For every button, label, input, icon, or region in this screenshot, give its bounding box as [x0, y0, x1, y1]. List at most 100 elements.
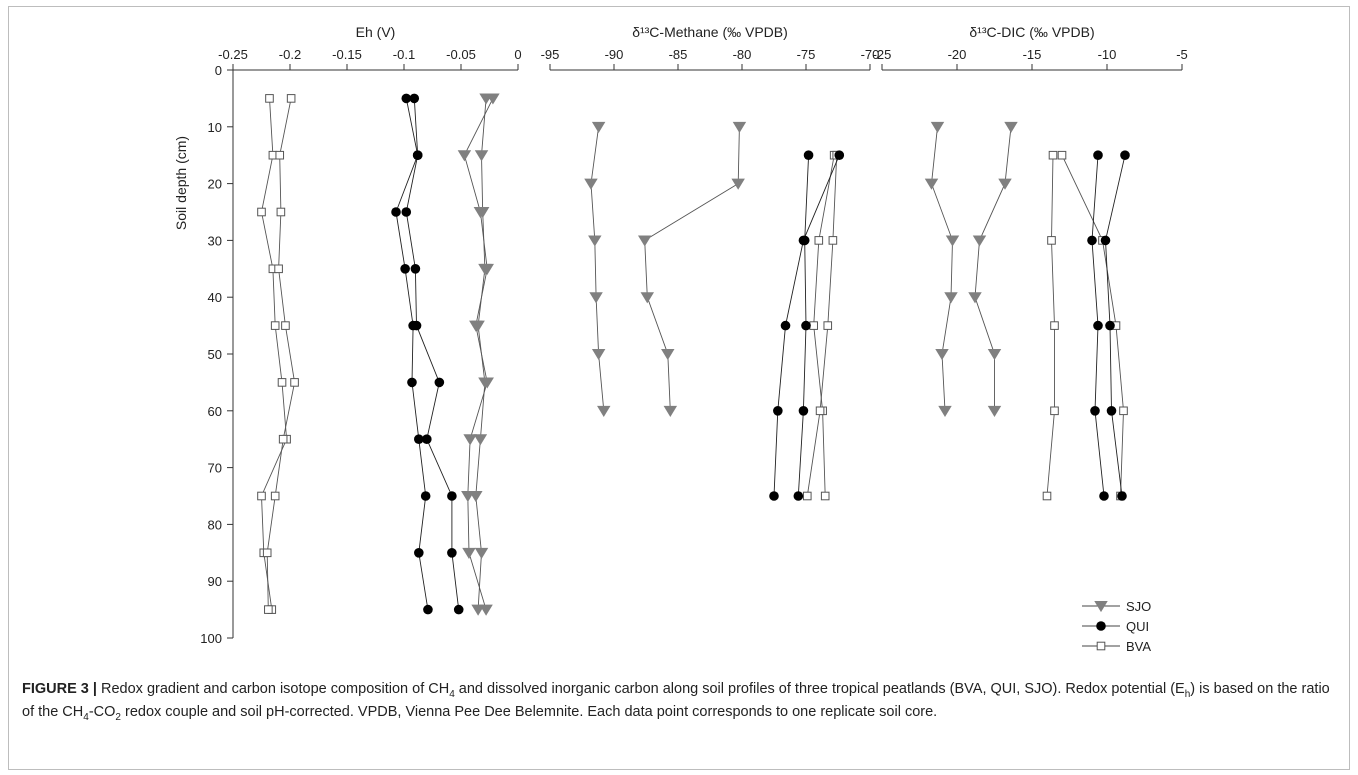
- sjo-marker: [930, 121, 945, 133]
- qui-marker: [1093, 150, 1103, 160]
- x-tick-label-dic: -10: [1098, 47, 1117, 62]
- bva-marker: [828, 236, 838, 245]
- x-tick-label-methane: -75: [797, 47, 816, 62]
- bva-marker: [802, 491, 812, 501]
- qui-marker: [1106, 406, 1117, 416]
- bva-marker: [1042, 491, 1052, 501]
- sjo-marker: [473, 207, 488, 219]
- qui-marker: [447, 548, 457, 558]
- sjo-marker: [938, 405, 952, 417]
- qui-marker: [1096, 621, 1106, 631]
- qui-marker: [391, 207, 401, 217]
- sjo-line-methane: [590, 126, 605, 411]
- sjo-line-dic: [931, 126, 953, 411]
- qui-marker: [400, 264, 410, 274]
- bva-marker: [820, 491, 830, 501]
- qui-marker: [412, 150, 423, 160]
- x-tick-label-eh: -0.25: [218, 47, 248, 62]
- sjo-marker: [1004, 121, 1018, 133]
- caption-label: FIGURE 3 |: [22, 681, 97, 697]
- qui-marker: [407, 377, 417, 388]
- caption-text-2: and dissolved inorganic carbon along soi…: [454, 681, 1185, 697]
- sjo-marker: [591, 121, 606, 133]
- y-tick-label: 80: [208, 517, 222, 532]
- qui-marker: [798, 235, 809, 246]
- sjo-marker: [663, 405, 678, 417]
- x-tick-label-methane: -90: [605, 47, 624, 62]
- x-tick-label-eh: 0: [514, 47, 521, 62]
- x-tick-label-methane: -70: [861, 47, 880, 62]
- sjo-marker: [640, 292, 655, 304]
- bva-marker: [1050, 406, 1059, 416]
- legend-label-sjo: SJO: [1126, 599, 1151, 614]
- qui-line-eh: [405, 98, 460, 610]
- qui-marker: [798, 406, 809, 416]
- sjo-marker: [987, 349, 1002, 361]
- y-axis-label: Soil depth (cm): [173, 136, 189, 230]
- qui-marker: [803, 150, 814, 160]
- figure-caption: FIGURE 3 | Redox gradient and carbon iso…: [22, 678, 1338, 724]
- bva-marker: [270, 491, 280, 501]
- bva-marker: [281, 321, 290, 330]
- sjo-marker: [935, 349, 949, 361]
- qui-marker: [793, 491, 804, 501]
- qui-marker: [423, 604, 433, 615]
- sjo-marker: [637, 235, 652, 247]
- axes-layer: 0 10 20 30 40 50 60 70 80 90 100 -0.25 -0.2 -0.15 -0.1…: [200, 24, 1187, 646]
- sjo-marker: [474, 150, 489, 162]
- sjo-marker: [968, 292, 982, 304]
- qui-marker: [1117, 491, 1127, 501]
- bva-marker: [1119, 406, 1128, 416]
- bva-marker: [1048, 150, 1058, 160]
- y-tick-label: 30: [208, 233, 222, 248]
- qui-marker: [1087, 235, 1097, 246]
- sjo-marker: [945, 235, 960, 247]
- bva-marker: [809, 321, 818, 330]
- caption-text-4: -CO: [88, 704, 116, 720]
- sjo-marker: [589, 292, 603, 304]
- bva-line-eh: [266, 98, 296, 610]
- sjo-marker: [463, 434, 477, 446]
- x-axis-label-eh: Eh (V): [356, 24, 396, 40]
- y-tick-label: 10: [208, 120, 222, 135]
- sjo-marker: [457, 150, 472, 162]
- qui-marker: [434, 377, 445, 388]
- sjo-line-dic: [974, 126, 1012, 411]
- bva-marker: [274, 264, 283, 274]
- sjo-marker: [479, 604, 493, 616]
- bva-marker: [1096, 641, 1106, 651]
- qui-marker: [780, 320, 791, 331]
- caption-sub-4: 2: [115, 711, 121, 723]
- caption-sub-2: h: [1184, 688, 1191, 700]
- qui-marker: [1090, 406, 1100, 416]
- bva-marker: [290, 378, 299, 387]
- y-tick-label: 70: [208, 461, 222, 476]
- bva-marker: [262, 548, 272, 558]
- bva-marker: [264, 605, 273, 614]
- sjo-marker: [944, 292, 958, 304]
- qui-marker: [422, 434, 432, 445]
- sjo-marker: [480, 263, 494, 275]
- qui-marker: [1120, 150, 1130, 160]
- bva-marker: [278, 434, 288, 444]
- x-tick-label-methane: -85: [669, 47, 688, 62]
- sjo-marker: [972, 235, 987, 247]
- x-tick-label-methane: -95: [541, 47, 560, 62]
- x-tick-label-eh: -0.2: [279, 47, 301, 62]
- qui-marker: [401, 93, 412, 104]
- bva-marker: [257, 491, 266, 501]
- sjo-marker: [591, 349, 606, 361]
- sjo-marker: [732, 121, 747, 133]
- x-tick-label-dic: -15: [1023, 47, 1042, 62]
- sjo-line-methane: [644, 126, 740, 411]
- x-tick-label-eh: -0.1: [393, 47, 415, 62]
- qui-marker: [447, 491, 457, 501]
- bva-marker: [286, 94, 296, 103]
- sjo-marker: [597, 405, 611, 417]
- bva-marker: [265, 94, 274, 103]
- sjo-marker: [461, 491, 475, 503]
- depth-profile-chart: Soil depth (cm) 0 10 20 30 40 50 60 70 80 90 100 -0…: [173, 24, 1188, 654]
- sjo-marker: [462, 547, 476, 559]
- x-tick-label-dic: -25: [873, 47, 892, 62]
- qui-marker: [420, 491, 431, 501]
